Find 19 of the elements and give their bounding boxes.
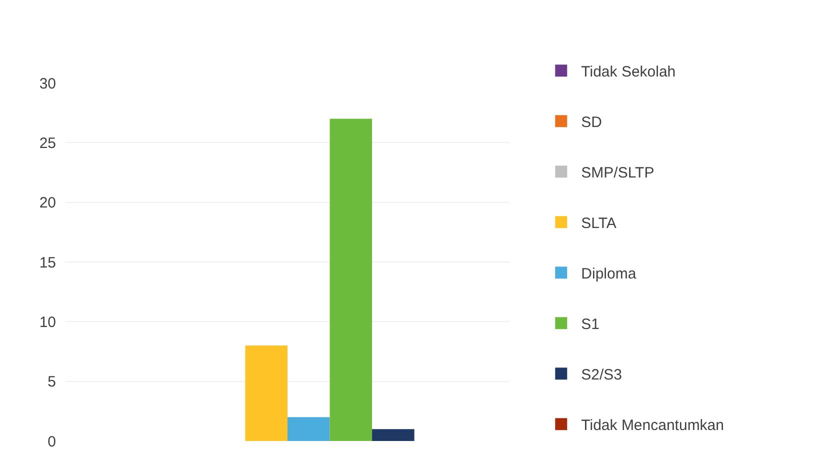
- legend-label: SLTA: [581, 214, 616, 232]
- legend-label: SMP/SLTP: [581, 164, 654, 182]
- legend-label: S2/S3: [581, 366, 622, 384]
- legend-label: Tidak Sekolah: [581, 63, 676, 80]
- y-tick-label: 20: [39, 194, 56, 212]
- legend-label: Tidak Mencantumkan: [581, 416, 724, 434]
- y-tick-label: 30: [39, 75, 56, 92]
- y-tick-label: 0: [48, 433, 56, 450]
- legend-label: S1: [581, 316, 600, 333]
- y-tick-label: 5: [48, 374, 56, 391]
- legend-label: SD: [581, 114, 602, 131]
- y-tick-label: 15: [39, 254, 56, 272]
- bar: [330, 118, 372, 441]
- bar: [245, 346, 288, 441]
- y-tick-label: 10: [39, 314, 56, 331]
- y-tick-label: 25: [39, 134, 56, 152]
- bar: [372, 429, 414, 441]
- bar: [288, 417, 330, 441]
- legend-label: Diploma: [581, 265, 637, 282]
